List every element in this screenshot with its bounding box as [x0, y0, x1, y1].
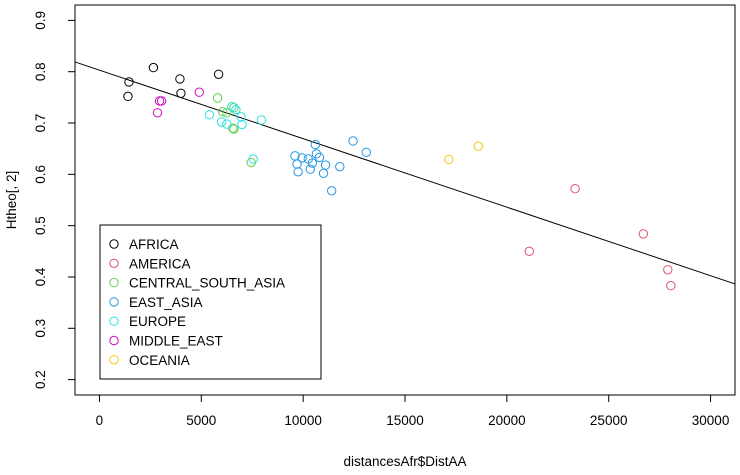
point-east-asia — [318, 168, 329, 179]
point-east-asia — [305, 164, 315, 174]
point-east-asia — [310, 139, 321, 150]
point-east-asia — [326, 186, 337, 196]
point-middle-east — [156, 96, 167, 106]
legend-marker-africa — [109, 239, 119, 249]
x-tick-label: 10000 — [284, 413, 322, 428]
point-africa — [176, 88, 186, 98]
point-europe — [256, 115, 267, 125]
point-america — [663, 265, 673, 275]
legend-label-oceania: OCEANIA — [129, 353, 190, 368]
point-east-asia — [307, 158, 318, 168]
legend-label-europe: EUROPE — [129, 314, 186, 329]
x-axis: 0 5000 10000 15000 20000 25000 30000 — [96, 394, 730, 428]
point-africa — [148, 62, 159, 73]
point-east-asia — [311, 149, 322, 159]
legend-label-america: AMERICA — [129, 256, 191, 271]
point-europe — [237, 119, 247, 130]
x-tick-label: 5000 — [186, 413, 216, 428]
y-tick-label: 0.4 — [33, 267, 48, 286]
y-tick-label: 0.9 — [33, 11, 48, 30]
y-axis: 0.2 0.3 0.4 0.5 0.6 0.7 0.8 0.9 — [33, 11, 76, 389]
point-central-south-asia — [222, 108, 232, 118]
legend-label-middle-east: MIDDLE_EAST — [129, 334, 223, 349]
x-tick-label: 15000 — [386, 413, 424, 428]
point-europe — [204, 110, 215, 120]
x-tick-label: 25000 — [590, 413, 628, 428]
y-tick-label: 0.8 — [33, 62, 48, 81]
point-america — [638, 229, 649, 239]
y-tick-label: 0.5 — [33, 216, 48, 235]
point-oceania — [473, 141, 484, 151]
legend-marker-oceania — [109, 355, 119, 365]
point-east-asia — [314, 152, 325, 163]
point-east-asia — [293, 167, 303, 177]
legend-label-east-asia: EAST_ASIA — [129, 295, 203, 310]
legend: AFRICA AMERICA CENTRAL_SOUTH_ASIA EAST_ASIA… — [99, 224, 322, 380]
point-middle-east — [154, 96, 165, 106]
point-europe — [236, 112, 246, 122]
legend-marker-america — [109, 258, 119, 268]
point-east-asia — [292, 159, 302, 169]
point-europe — [216, 117, 227, 127]
y-tick-label: 0.7 — [33, 114, 48, 133]
regression-line — [74, 61, 736, 285]
point-east-asia — [320, 160, 331, 170]
point-central-south-asia — [212, 93, 223, 103]
point-africa — [213, 69, 224, 79]
x-tick-label: 20000 — [488, 413, 526, 428]
legend-marker-central-south-asia — [109, 277, 119, 288]
legend-box — [99, 224, 322, 380]
point-europe — [231, 104, 241, 115]
point-central-south-asia — [229, 102, 239, 113]
y-tick-label: 0.3 — [33, 319, 48, 338]
x-tick-label: 30000 — [692, 413, 730, 428]
legend-marker-europe — [109, 316, 119, 326]
point-africa — [175, 74, 185, 84]
point-europe — [222, 119, 232, 129]
legend-marker-east-asia — [109, 297, 119, 307]
point-east-asia — [361, 147, 371, 157]
y-tick-label: 0.2 — [33, 370, 48, 389]
legend-label-central-south-asia: CENTRAL_SOUTH_ASIA — [129, 276, 285, 291]
data-points — [123, 62, 676, 291]
legend-marker-middle-east — [109, 335, 119, 346]
point-middle-east — [152, 108, 163, 118]
point-europe — [248, 154, 258, 164]
x-tick-label: 0 — [96, 413, 104, 428]
legend-label-africa: AFRICA — [129, 237, 179, 252]
point-central-south-asia — [229, 124, 239, 134]
y-axis-label: Htheo[, 2] — [4, 171, 19, 230]
point-middle-east — [194, 87, 204, 97]
point-east-asia — [348, 136, 358, 146]
point-africa — [124, 77, 134, 87]
point-africa — [123, 91, 133, 102]
point-america — [666, 280, 676, 291]
y-tick-label: 0.6 — [33, 165, 48, 184]
point-east-asia — [335, 161, 345, 172]
point-central-south-asia — [217, 107, 228, 117]
point-east-asia — [297, 153, 307, 163]
point-america — [524, 246, 534, 257]
x-axis-label: distancesAfr$DistAA — [343, 454, 466, 469]
point-oceania — [444, 154, 454, 165]
point-america — [570, 184, 580, 194]
